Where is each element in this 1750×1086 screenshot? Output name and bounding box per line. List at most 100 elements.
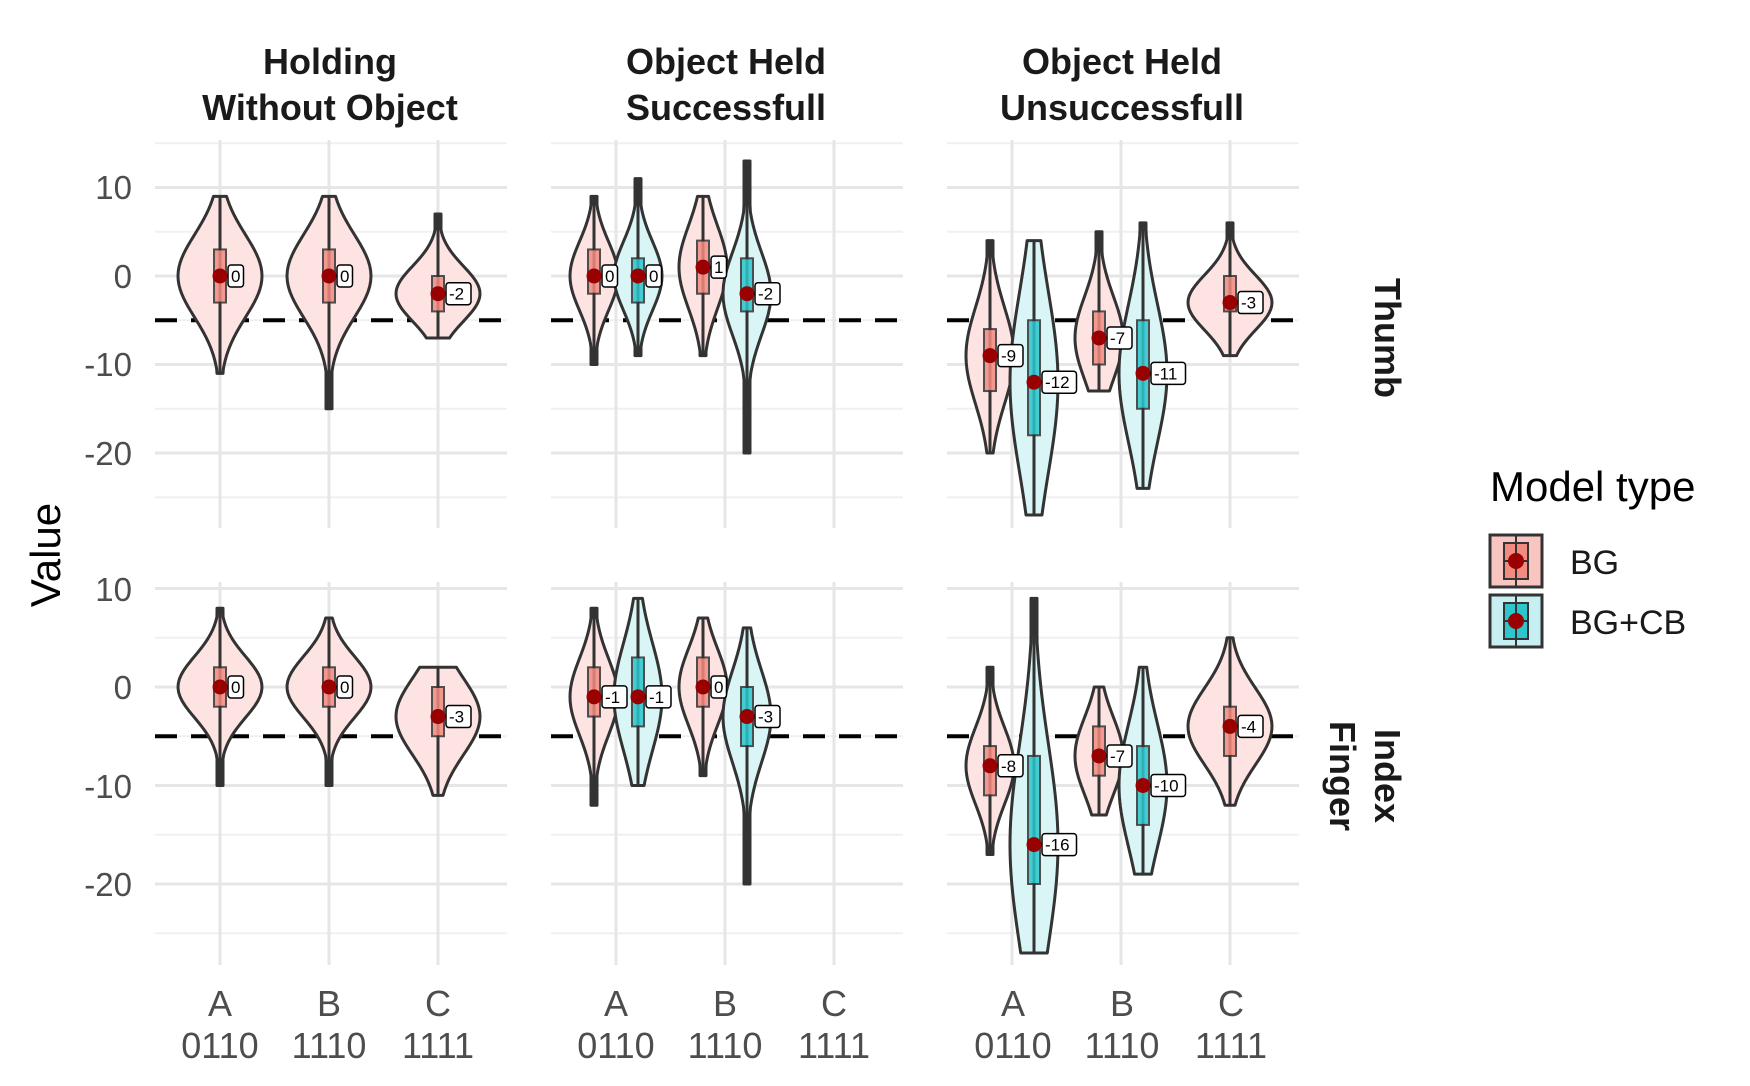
x-tick-code: 0110	[974, 1025, 1051, 1066]
x-tick-code: 0110	[577, 1025, 654, 1066]
legend: Model type BG BG+CB	[1488, 463, 1695, 649]
x-tick-letter: A	[208, 983, 232, 1024]
x-tick-code: 1111	[1195, 1025, 1267, 1066]
value-label-box	[1150, 361, 1187, 386]
value-label: 0	[231, 267, 240, 286]
strip-title-col2-line1: Object Held	[626, 41, 826, 82]
x-tick-letter: B	[713, 983, 737, 1024]
value-label: 0	[340, 678, 349, 697]
value-label: -8	[1001, 757, 1016, 776]
value-label: 0	[231, 678, 240, 697]
mean-point	[630, 689, 646, 705]
y-tick-label: 0	[114, 669, 132, 706]
value-label-box	[710, 255, 728, 279]
value-label-box	[1106, 744, 1133, 768]
x-tick-code: 1111	[402, 1025, 474, 1066]
mean-point	[321, 679, 337, 695]
violins	[176, 159, 1274, 955]
legend-key-bgcb	[1488, 593, 1544, 649]
strip-title-col2-line2: Successfull	[626, 87, 826, 128]
x-tick-letter: B	[317, 983, 341, 1024]
y-tick-label: -10	[84, 346, 132, 383]
value-label: -3	[758, 708, 773, 727]
value-label: -1	[649, 688, 664, 707]
row-strip-index-line1: Index	[1367, 729, 1408, 823]
mean-point	[982, 758, 998, 774]
value-label: -3	[449, 708, 464, 727]
value-label-box	[227, 264, 245, 288]
mean-point	[430, 709, 446, 725]
x-tick-letter: C	[425, 983, 451, 1024]
row-strip-thumb: Thumb	[1367, 278, 1408, 398]
value-label: 0	[605, 267, 614, 286]
value-label-box	[1237, 290, 1264, 315]
value-label-box	[754, 704, 781, 729]
x-tick-code: 1110	[292, 1025, 367, 1066]
y-tick-label: 10	[95, 169, 132, 206]
strip-title-col3-line1: Object Held	[1022, 41, 1222, 82]
mean-point	[1026, 374, 1042, 390]
x-tick-code: 1111	[798, 1025, 870, 1066]
mean-point	[586, 689, 602, 705]
value-label: 0	[340, 267, 349, 286]
value-label-box	[645, 264, 663, 288]
legend-key-bg	[1488, 533, 1544, 589]
y-axis-title: Value	[22, 503, 69, 607]
value-label-box	[710, 675, 728, 699]
value-label-box	[445, 704, 472, 729]
mean-point	[695, 679, 711, 695]
y-tick-label: 0	[114, 258, 132, 295]
value-label: -3	[1241, 294, 1256, 313]
row-strip-index-line2: Finger	[1322, 721, 1363, 831]
value-label: -12	[1045, 373, 1070, 392]
value-label-box	[1041, 832, 1078, 857]
x-tick-letter: C	[1218, 983, 1244, 1024]
y-tick-label: -20	[84, 866, 132, 903]
legend-label-bgcb: BG+CB	[1570, 604, 1686, 642]
mean-point	[1091, 330, 1107, 346]
value-label: -9	[1001, 347, 1016, 366]
mean-point	[739, 286, 755, 302]
value-label-box	[1150, 773, 1187, 798]
value-label-box	[336, 675, 354, 699]
value-label-box	[601, 685, 628, 709]
value-label: -2	[758, 285, 773, 304]
y-tick-label: -10	[84, 768, 132, 805]
strip-title-col1-line1: Holding	[263, 41, 397, 82]
mean-point	[586, 268, 602, 284]
mean-point	[739, 709, 755, 725]
mean-point	[321, 268, 337, 284]
x-tick-letter: B	[1110, 983, 1134, 1024]
value-labels: 0 0-20 0 1-2-9-12-7-11-30 0-3-1 -10-3-8-16-7-…	[227, 255, 1264, 857]
mean-point	[1222, 295, 1238, 311]
mean-point	[982, 348, 998, 364]
value-label-box	[1041, 370, 1078, 394]
value-label-box	[645, 685, 672, 709]
value-label: 0	[714, 678, 723, 697]
x-tick-code: 1110	[688, 1025, 763, 1066]
x-tick-code: 0110	[181, 1025, 258, 1066]
mean-point	[430, 286, 446, 302]
mean-point	[630, 268, 646, 284]
x-tick-letter: C	[821, 983, 847, 1024]
value-label: -10	[1154, 777, 1179, 796]
mean-point	[1135, 778, 1151, 793]
mean-point	[695, 259, 711, 275]
y-tick-label: -20	[84, 435, 132, 472]
mean-point	[1091, 748, 1107, 764]
value-label: 1	[714, 258, 723, 277]
box-iqr	[1136, 319, 1150, 410]
value-label-box	[754, 281, 781, 306]
value-label: -1	[605, 688, 620, 707]
y-tick-label: 10	[95, 571, 132, 608]
value-label-box	[601, 264, 619, 288]
value-label: 0	[649, 267, 658, 286]
mean-point	[212, 268, 228, 284]
value-label: -16	[1045, 836, 1070, 855]
box-iqr	[1027, 754, 1041, 886]
value-label-box	[227, 675, 245, 699]
x-tick-code: 1110	[1085, 1025, 1160, 1066]
value-label: -2	[449, 285, 464, 304]
